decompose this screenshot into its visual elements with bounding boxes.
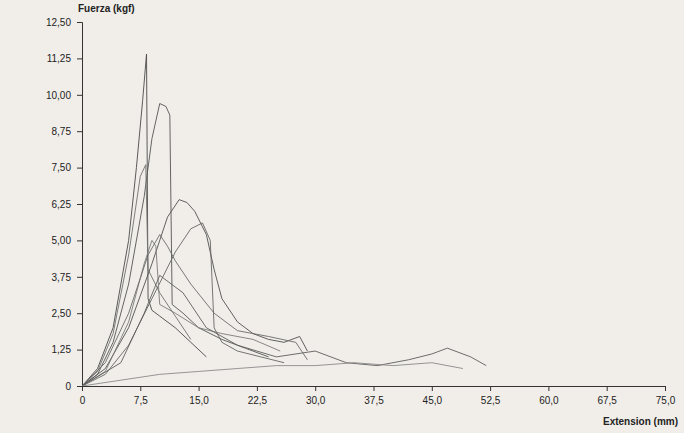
tick-label: 5,00 <box>52 235 72 246</box>
tick-label: 11,25 <box>47 53 72 64</box>
x-tick: 37,5 <box>364 386 384 406</box>
tick-mark <box>77 313 82 314</box>
x-tick: 45,0 <box>423 386 443 406</box>
tick-mark <box>77 350 82 351</box>
tick-label: 75,0 <box>656 395 676 406</box>
tick-label: 22,5 <box>248 395 268 406</box>
tick-label: 45,0 <box>423 395 443 406</box>
series-line <box>82 165 191 386</box>
y-axis: 0 1,25 2,50 3,75 5,00 6,25 7,50 8,75 10,00 11,25 1… <box>46 17 83 392</box>
y-tick: 11,25 <box>47 53 82 64</box>
tick-mark <box>77 22 82 23</box>
x-axis: 0 7,5 15,0 22,5 30,0 37,5 45,0 52,5 60,0 67,5 75,0 <box>80 386 676 406</box>
tick-label: 52,5 <box>481 395 501 406</box>
tick-label: 30,0 <box>306 395 326 406</box>
y-tick: 5,00 <box>52 235 82 246</box>
series-line <box>82 223 284 386</box>
series-line <box>82 275 486 386</box>
background <box>0 0 684 433</box>
tick-label: 15,0 <box>189 395 209 406</box>
tick-label: 12,50 <box>46 17 71 28</box>
tick-label: 60,0 <box>539 395 559 406</box>
axis-line <box>83 387 666 392</box>
y-tick: 12,50 <box>46 17 82 28</box>
x-tick: 0 <box>80 386 86 406</box>
y-tick: 3,75 <box>52 272 82 283</box>
x-tick: 22,5 <box>248 386 268 406</box>
chart: 0 7,5 15,0 22,5 30,0 37,5 45,0 52,5 60,0 67,5 75,0… <box>0 0 684 433</box>
tick-label: 2,50 <box>52 308 72 319</box>
tick-mark <box>490 386 491 391</box>
tick-mark <box>77 204 82 205</box>
tick-mark <box>432 386 433 391</box>
x-tick: 15,0 <box>189 386 209 406</box>
y-tick: 7,50 <box>52 162 82 173</box>
tick-label: 7,50 <box>52 162 72 173</box>
tick-mark <box>374 386 375 391</box>
tick-label: 67,5 <box>597 395 617 406</box>
tick-label: 1,25 <box>52 344 72 355</box>
tick-mark <box>77 58 82 59</box>
tick-mark <box>548 386 549 391</box>
tick-label: 10,00 <box>46 90 71 101</box>
x-tick: 7,5 <box>134 386 148 406</box>
tick-mark <box>77 386 82 387</box>
series-line <box>82 363 463 386</box>
plot-area <box>82 54 486 386</box>
series-line <box>82 54 206 386</box>
tick-label: 0 <box>80 395 86 406</box>
series-line <box>82 104 269 386</box>
y-tick: 6,25 <box>52 199 82 210</box>
y-tick: 1,25 <box>52 344 82 355</box>
tick-mark <box>77 240 82 241</box>
y-tick: 8,75 <box>52 126 82 137</box>
series-line <box>82 240 280 386</box>
x-tick: 75,0 <box>656 386 676 406</box>
x-tick: 67,5 <box>597 386 617 406</box>
tick-mark <box>199 386 200 391</box>
tick-mark <box>257 386 258 391</box>
tick-label: 3,75 <box>52 272 72 283</box>
x-tick: 30,0 <box>306 386 326 406</box>
tick-label: 7,5 <box>134 395 148 406</box>
axis-line <box>77 23 83 387</box>
tick-mark <box>77 168 82 169</box>
series-line <box>82 200 307 386</box>
tick-mark <box>140 386 141 391</box>
tick-mark <box>607 386 608 391</box>
x-tick: 60,0 <box>539 386 559 406</box>
tick-label: 0 <box>65 381 71 392</box>
tick-mark <box>77 131 82 132</box>
x-axis-title: Extension (mm) <box>603 416 678 427</box>
y-tick: 2,50 <box>52 308 82 319</box>
x-tick: 52,5 <box>481 386 501 406</box>
tick-mark <box>77 95 82 96</box>
series-line <box>82 235 307 386</box>
tick-label: 8,75 <box>52 126 72 137</box>
tick-mark <box>77 277 82 278</box>
tick-mark <box>665 386 666 391</box>
y-axis-title: Fuerza (kgf) <box>78 3 135 14</box>
tick-label: 6,25 <box>52 199 72 210</box>
y-tick: 10,00 <box>46 90 82 101</box>
tick-label: 37,5 <box>364 395 384 406</box>
tick-mark <box>315 386 316 391</box>
y-tick: 0 <box>65 381 82 392</box>
